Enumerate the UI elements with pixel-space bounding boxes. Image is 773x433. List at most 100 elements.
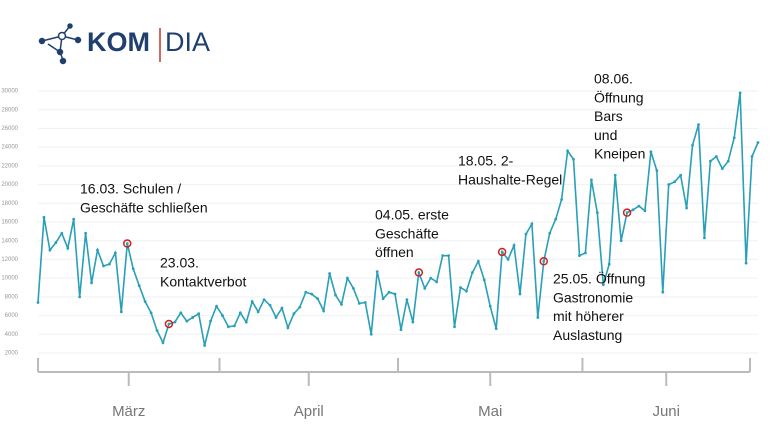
data-point xyxy=(381,297,385,301)
logo-text: DIA xyxy=(165,27,210,57)
data-point xyxy=(250,300,254,303)
data-point xyxy=(685,206,688,210)
annotation: Kontaktverbot xyxy=(160,273,246,289)
y-tick-label: 26000 xyxy=(1,126,18,132)
highlight-marker xyxy=(539,257,549,266)
data-point xyxy=(209,319,212,323)
data-point xyxy=(542,259,546,263)
y-tick-label: 18000 xyxy=(1,201,18,207)
month-label: März xyxy=(112,403,145,420)
highlight-marker xyxy=(497,247,507,257)
data-point xyxy=(667,183,671,186)
data-point xyxy=(54,241,58,244)
data-point xyxy=(375,270,379,273)
data-point xyxy=(679,173,683,177)
annotation: Öffnung xyxy=(594,88,644,105)
data-point xyxy=(708,159,712,163)
data-point xyxy=(244,320,248,324)
data-point xyxy=(262,298,266,302)
data-point xyxy=(232,324,236,328)
data-point xyxy=(96,248,99,252)
data-point xyxy=(631,208,635,212)
data-point xyxy=(304,290,308,294)
data-point xyxy=(423,287,427,290)
data-point xyxy=(720,167,724,171)
data-point xyxy=(488,304,492,308)
data-point xyxy=(137,284,141,288)
data-point xyxy=(530,222,534,226)
data-point xyxy=(149,311,153,315)
data-point xyxy=(298,305,302,309)
data-point xyxy=(161,341,165,345)
data-point xyxy=(90,281,93,285)
data-point xyxy=(197,312,201,316)
annotation: Geschäfte schließen xyxy=(80,199,208,215)
data-point xyxy=(476,259,480,263)
data-point xyxy=(280,306,284,310)
y-tick-label: 12000 xyxy=(1,257,18,263)
data-point xyxy=(60,231,64,235)
logo: KOM DIA xyxy=(38,23,210,65)
data-point xyxy=(113,251,117,255)
data-point xyxy=(435,280,439,284)
data-point xyxy=(673,180,677,184)
data-point xyxy=(465,289,468,293)
data-point xyxy=(548,231,552,235)
data-point xyxy=(756,141,760,144)
month-label: Juni xyxy=(652,403,680,420)
data-point xyxy=(447,254,450,258)
annotation: Haushalte-Regel xyxy=(458,171,562,187)
data-point xyxy=(256,310,260,314)
highlight-marker xyxy=(414,268,424,277)
data-point xyxy=(566,149,569,153)
data-point xyxy=(441,254,445,258)
y-tick-label: 6000 xyxy=(5,313,19,319)
data-point xyxy=(143,300,147,303)
annotation: 04.05. erste xyxy=(375,207,449,223)
y-tick-label: 4000 xyxy=(5,332,19,338)
annotation: Kneipen xyxy=(594,146,645,162)
data-point xyxy=(340,302,343,306)
data-point xyxy=(405,298,409,302)
data-point xyxy=(470,271,474,274)
data-point xyxy=(726,159,730,163)
y-tick-label: 22000 xyxy=(1,163,18,169)
data-point xyxy=(691,143,694,147)
data-point xyxy=(346,276,349,280)
annotation: 08.06. xyxy=(594,71,633,87)
data-point xyxy=(572,157,575,161)
data-point xyxy=(125,242,129,245)
data-point xyxy=(203,344,207,347)
data-point xyxy=(643,209,647,213)
y-tick-label: 28000 xyxy=(1,107,18,113)
data-point xyxy=(524,232,528,236)
data-point xyxy=(512,243,516,247)
data-point xyxy=(429,276,433,280)
annotation: 18.05. 2- xyxy=(458,153,514,169)
data-point xyxy=(738,91,742,95)
data-point xyxy=(292,312,296,316)
month-label: Mai xyxy=(478,403,502,420)
data-point xyxy=(453,325,456,329)
data-point xyxy=(506,258,510,261)
annotation: Gastronomie xyxy=(553,289,633,305)
data-point xyxy=(322,309,326,313)
data-point xyxy=(459,286,462,289)
y-tick-label: 14000 xyxy=(1,238,18,244)
y-tick-label: 16000 xyxy=(1,220,18,226)
annotation: Bars xyxy=(594,108,623,124)
data-point xyxy=(179,311,183,315)
data-point xyxy=(357,302,361,305)
data-point xyxy=(48,248,52,252)
data-point xyxy=(316,297,320,301)
data-point xyxy=(173,320,177,324)
y-tick-label: 10000 xyxy=(1,276,18,282)
data-point xyxy=(274,316,278,319)
data-point xyxy=(649,150,653,154)
data-point xyxy=(518,292,522,296)
annotation: und xyxy=(594,127,617,143)
data-point xyxy=(351,287,355,290)
data-point xyxy=(661,290,665,294)
data-point xyxy=(42,215,46,219)
